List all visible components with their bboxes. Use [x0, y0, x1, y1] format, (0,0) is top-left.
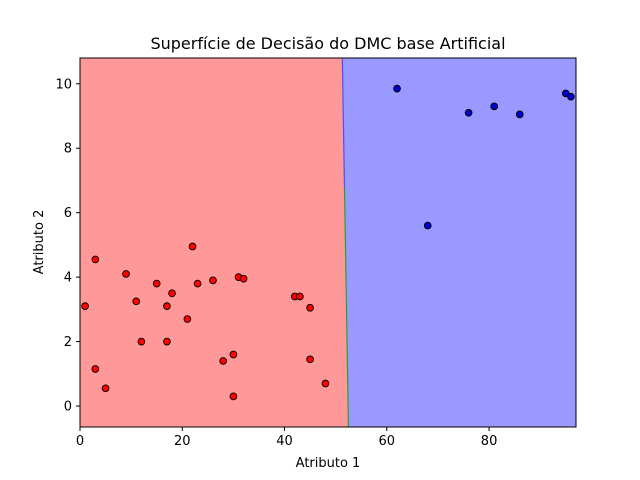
data-point-red	[229, 392, 238, 401]
data-point-blue	[423, 221, 432, 230]
boundary-segment	[343, 187, 350, 427]
data-point-red	[163, 302, 171, 310]
data-point-red	[209, 276, 217, 285]
y-tick-label: 10	[55, 77, 72, 92]
data-point-red	[296, 292, 304, 301]
y-tick-label: 4	[64, 271, 72, 286]
data-point-blue	[490, 102, 499, 111]
decision-boundary	[341, 58, 350, 427]
data-point-red	[306, 303, 314, 312]
chart-title: Superfície de Decisão do DMC base Artifi…	[150, 34, 505, 53]
data-point-red	[321, 379, 330, 388]
y-tick-label: 2	[64, 335, 72, 350]
data-point-red	[219, 357, 228, 365]
data-point-blue	[515, 110, 524, 119]
region-red	[80, 58, 349, 427]
boundary-segment	[341, 58, 346, 188]
data-point-red	[168, 289, 176, 298]
data-point-red	[188, 242, 197, 251]
data-point-red	[239, 274, 248, 283]
data-point-red	[122, 270, 130, 278]
data-point-red	[132, 297, 141, 306]
y-tick-label: 8	[64, 142, 72, 157]
data-point-red	[81, 302, 89, 310]
y-tick-label: 6	[64, 206, 72, 221]
x-tick-label: 40	[276, 434, 293, 449]
data-point-red	[229, 350, 238, 359]
x-axis-title: Atributo 1	[296, 456, 361, 471]
plot-frame	[79, 57, 577, 428]
y-tick-label: 0	[64, 400, 72, 415]
data-point-red	[91, 255, 100, 264]
data-point-red	[306, 355, 314, 364]
data-point-red	[152, 279, 161, 288]
data-points	[81, 84, 575, 401]
data-point-blue	[567, 92, 575, 101]
x-tick-label: 20	[174, 434, 191, 449]
y-axis-title: Atributo 2	[32, 210, 47, 275]
data-point-red	[183, 315, 192, 323]
decision-regions	[80, 58, 576, 427]
data-point-red	[91, 365, 100, 373]
x-tick-label: 80	[481, 434, 498, 449]
data-point-blue	[393, 84, 401, 93]
x-tick-label: 0	[76, 434, 84, 449]
data-point-red	[101, 384, 110, 393]
data-point-red	[163, 337, 171, 346]
y-axis: 0 2 4 6 8 10	[55, 77, 80, 415]
x-axis: 0 20 40 60 80	[76, 427, 497, 449]
region-blue	[342, 58, 576, 427]
data-point-red	[193, 279, 202, 288]
data-point-red	[137, 337, 146, 346]
data-point-blue	[464, 108, 473, 117]
x-tick-label: 60	[379, 434, 396, 449]
